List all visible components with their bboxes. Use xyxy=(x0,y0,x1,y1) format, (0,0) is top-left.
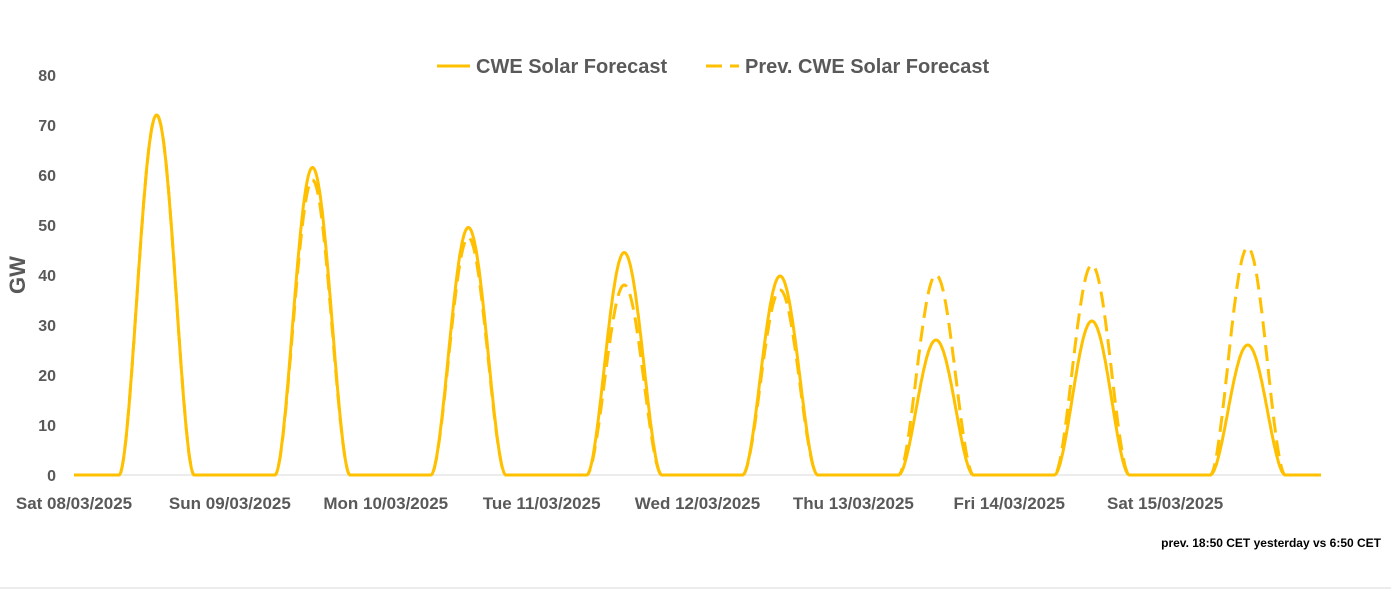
x-axis-ticks: Sat 08/03/2025 Sun 09/03/2025 Mon 10/03/20… xyxy=(16,494,1223,513)
x-tick-label: Tue 11/03/2025 xyxy=(483,494,601,513)
y-tick-label: 80 xyxy=(38,68,56,85)
legend-label-prev-cwe-solar-forecast: Prev. CWE Solar Forecast xyxy=(745,56,990,78)
series-layer xyxy=(73,113,1322,477)
y-tick-label: 50 xyxy=(38,218,56,235)
y-tick-label: 0 xyxy=(47,468,56,485)
x-tick-label: Sat 08/03/2025 xyxy=(16,494,132,513)
x-tick-label: Sat 15/03/2025 xyxy=(1107,494,1223,513)
legend-label-cwe-solar-forecast: CWE Solar Forecast xyxy=(476,56,668,78)
series-line-cwe-solar-forecast xyxy=(73,113,1322,477)
x-tick-label: Sun 09/03/2025 xyxy=(169,494,291,513)
y-axis-title: GW xyxy=(5,256,30,294)
y-tick-label: 10 xyxy=(38,418,56,435)
series-line-prev-cwe-solar-forecast xyxy=(73,113,1322,477)
y-tick-label: 30 xyxy=(38,318,56,335)
x-tick-label: Fri 14/03/2025 xyxy=(953,494,1065,513)
x-tick-label: Wed 12/03/2025 xyxy=(635,494,760,513)
y-tick-label: 60 xyxy=(38,168,56,185)
y-tick-label: 70 xyxy=(38,118,56,135)
y-tick-label: 40 xyxy=(38,268,56,285)
y-tick-label: 20 xyxy=(38,368,56,385)
x-tick-label: Mon 10/03/2025 xyxy=(323,494,448,513)
chart-note: prev. 18:50 CET yesterday vs 6:50 CET xyxy=(1161,536,1382,550)
x-tick-label: Thu 13/03/2025 xyxy=(793,494,914,513)
y-axis-ticks: 0 10 20 30 40 50 60 70 80 xyxy=(38,68,56,485)
legend: CWE Solar Forecast Prev. CWE Solar Forec… xyxy=(437,56,990,78)
